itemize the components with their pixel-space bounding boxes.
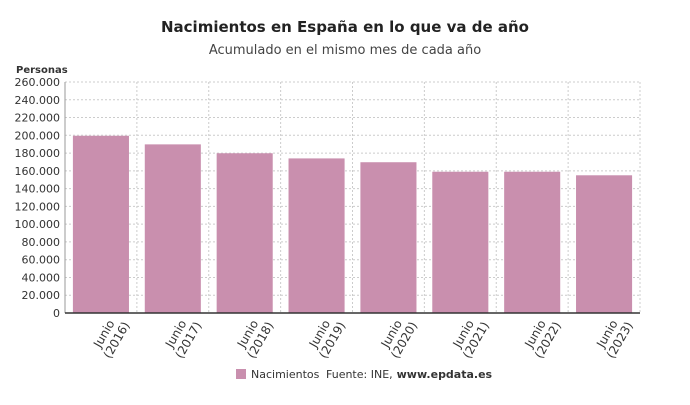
y-tick-label: 200.000 <box>15 129 61 142</box>
y-tick-label: 180.000 <box>15 147 61 160</box>
chart-subtitle: Acumulado en el mismo mes de cada año <box>209 43 481 58</box>
y-tick-label: 100.000 <box>15 218 61 231</box>
y-tick-label: 260.000 <box>15 76 61 89</box>
chart-title: Nacimientos en España en lo que va de añ… <box>161 18 529 36</box>
x-tick-label: Junio(2018) <box>232 312 276 361</box>
y-tick-label: 80.000 <box>22 236 61 249</box>
legend-label: Nacimientos <box>251 368 320 381</box>
x-tick-label: Junio(2022) <box>520 312 564 361</box>
bar <box>432 171 489 313</box>
source-link: www.epdata.es <box>397 368 493 381</box>
y-tick-label: 140.000 <box>15 183 61 196</box>
bar <box>576 175 633 313</box>
y-tick-label: 60.000 <box>22 254 61 267</box>
y-tick-label: 240.000 <box>15 94 61 107</box>
bar <box>504 171 561 313</box>
y-tick-label: 40.000 <box>22 271 61 284</box>
x-tick-label: Junio(2023) <box>592 312 636 361</box>
bar <box>72 135 129 313</box>
legend-swatch <box>236 369 246 379</box>
x-tick-label: Junio(2017) <box>160 312 204 361</box>
bar <box>360 162 417 313</box>
x-tick-label: Junio(2020) <box>376 312 420 361</box>
y-tick-label: 160.000 <box>15 165 61 178</box>
bar <box>216 153 273 313</box>
y-tick-label: 220.000 <box>15 112 61 125</box>
y-tick-label: 20.000 <box>22 289 61 302</box>
bar <box>144 144 201 313</box>
y-axis-label: Personas <box>16 65 68 76</box>
y-tick-label: 120.000 <box>15 200 61 213</box>
x-tick-label: Junio(2016) <box>88 312 132 361</box>
bar <box>288 158 345 313</box>
x-tick-label: Junio(2021) <box>448 312 492 361</box>
source: Fuente: INE, <box>326 368 393 381</box>
y-tick-label: 0 <box>53 307 60 320</box>
x-tick-label: Junio(2019) <box>304 312 348 361</box>
